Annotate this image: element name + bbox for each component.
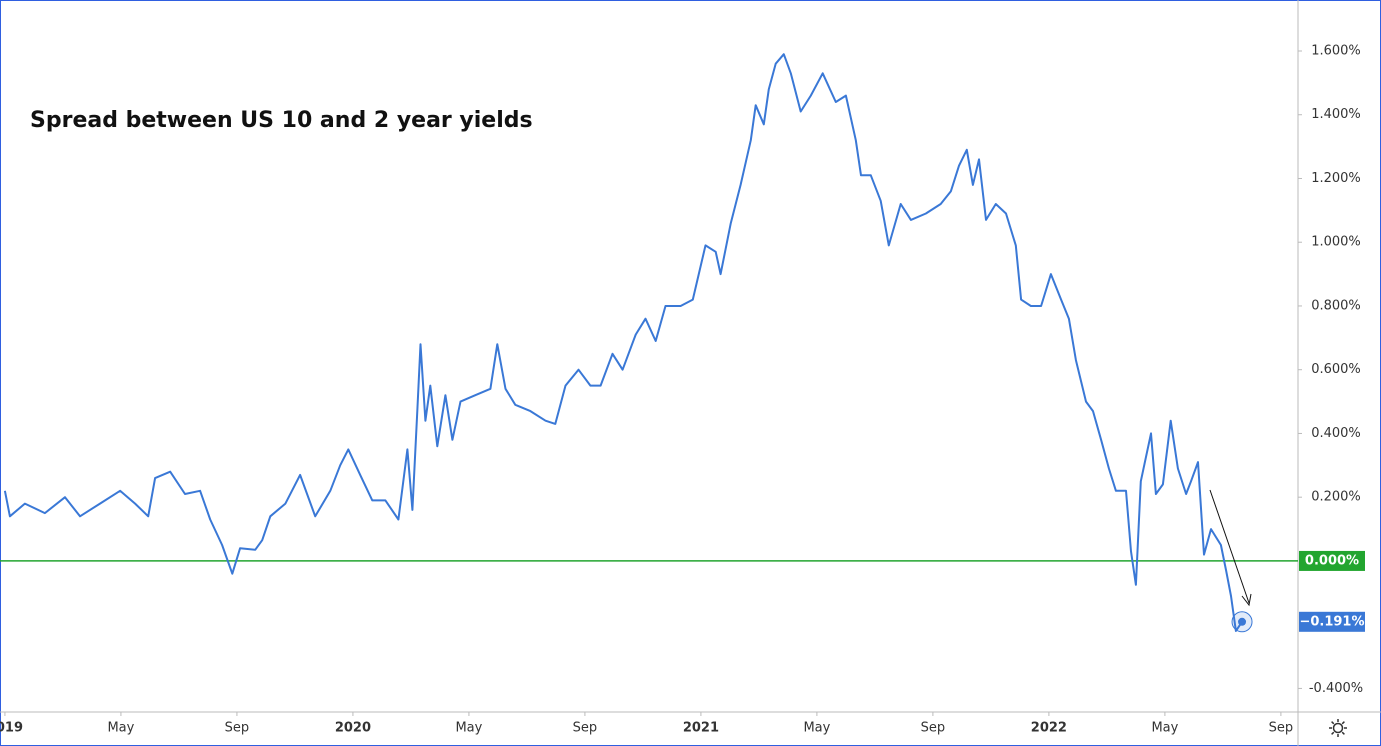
y-tick-label: 1.600% [1311,43,1361,58]
y-tick-label: 0.400% [1311,426,1361,441]
x-tick-label: 2019 [0,721,23,736]
settings-icon[interactable] [1329,719,1347,737]
zero-label: 0.000% [1305,553,1359,568]
y-tick-label: 0.800% [1311,298,1361,313]
y-tick-label: 1.000% [1311,235,1361,250]
plot-area [0,53,1298,633]
y-tick-label: 1.200% [1311,171,1361,186]
last-point [1238,617,1247,626]
zero-label-box [1299,550,1365,571]
last-value-label: −0.191% [1299,614,1364,629]
x-tick-label: 2021 [683,721,719,736]
x-tick-label: 2022 [1031,721,1067,736]
x-tick-label: May [1151,721,1178,736]
data-line [3,53,1243,632]
last-value-box [1299,611,1365,632]
x-tick-label: 2020 [335,721,371,736]
y-tick-label: 0.600% [1311,362,1361,377]
y-tick-label: -0.400% [1309,681,1363,696]
arrow-head [1241,593,1252,607]
x-tick-label: Sep [921,721,946,736]
y-tick-label: 0.200% [1311,490,1361,505]
annotation-arrow [1209,489,1250,604]
x-tick-label: Sep [225,721,250,736]
y-tick-label: 1.400% [1311,107,1361,122]
x-tick-label: Sep [1269,721,1294,736]
x-tick-label: May [803,721,830,736]
x-tick-label: Sep [573,721,598,736]
x-tick-label: May [107,721,134,736]
x-tick-label: May [455,721,482,736]
chart-title: Spread between US 10 and 2 year yields [30,108,533,133]
